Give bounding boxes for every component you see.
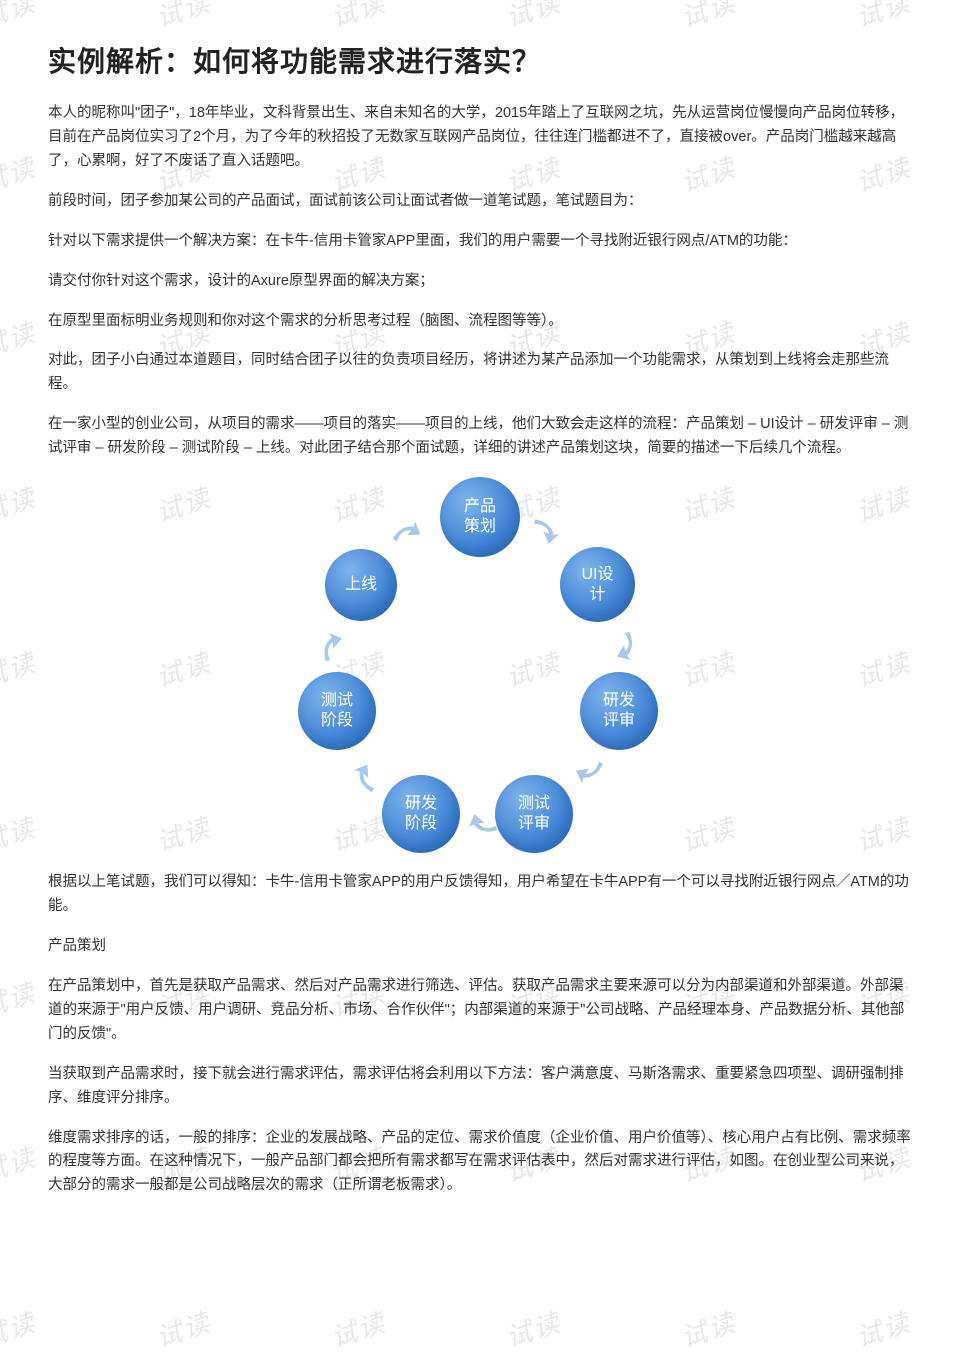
paragraph: 对此，团子小白通过本道题目，同时结合团子以往的负责项目经历，将讲述为某产品添加一… (48, 349, 912, 397)
paragraph: 在一家小型的创业公司，从项目的需求——项目的落实——项目的上线，他们大致会走这样… (48, 413, 912, 461)
paragraph: 本人的昵称叫"团子"，18年毕业，文科背景出生、来自未知名的大学，2015年踏上… (48, 102, 912, 174)
watermark: 试读 (851, 1302, 916, 1354)
paragraph: 前段时间，团子参加某公司的产品面试，面试前该公司让面试者做一道笔试题，笔试题目为… (48, 190, 912, 214)
cycle-node-n1: 产品策划 (440, 477, 520, 557)
cycle-node-n2: UI设计 (560, 547, 635, 622)
watermark: 试读 (151, 1302, 216, 1354)
paragraph: 维度需求排序的话，一般的排序：企业的发展战略、产品的定位、需求价值度（企业价值、… (48, 1127, 912, 1199)
cycle-node-n5: 研发阶段 (382, 775, 460, 853)
cycle-node-n6: 测试阶段 (298, 672, 376, 750)
watermark: 试读 (326, 1302, 391, 1354)
paragraph: 产品策划 (48, 935, 912, 959)
paragraph: 当获取到产品需求时，接下就会进行需求评估，需求评估将会利用以下方法：客户满意度、… (48, 1063, 912, 1111)
cycle-arrow (311, 625, 360, 674)
process-cycle-diagram: 产品策划UI设计研发评审测试评审研发阶段测试阶段上线 (270, 477, 690, 857)
watermark: 试读 (676, 1302, 741, 1354)
paragraph: 在原型里面标明业务规则和你对这个需求的分析思考过程（脑图、流程图等等）。 (48, 310, 912, 334)
cycle-node-n7: 上线 (325, 549, 397, 621)
cycle-arrow (600, 623, 643, 666)
watermark: 试读 (0, 1302, 40, 1354)
cycle-arrow (381, 510, 436, 565)
document-content: 实例解析：如何将功能需求进行落实？ 本人的昵称叫"团子"，18年毕业，文科背景出… (0, 0, 960, 1198)
page-title: 实例解析：如何将功能需求进行落实？ (48, 40, 912, 80)
paragraph: 根据以上笔试题，我们可以得知：卡牛-信用卡管家APP的用户反馈得知，用户希望在卡… (48, 871, 912, 919)
cycle-arrow (461, 797, 510, 846)
watermark: 试读 (501, 1302, 566, 1354)
paragraph: 在产品策划中，首先是获取产品需求、然后对产品需求进行筛选、评估。获取产品需求主要… (48, 975, 912, 1047)
cycle-arrow (514, 505, 570, 561)
paragraph: 针对以下需求提供一个解决方案：在卡牛-信用卡管家APP里面，我们的用户需要一个寻… (48, 230, 912, 254)
paragraph: 请交付你针对这个需求，设计的Axure原型界面的解决方案； (48, 270, 912, 294)
